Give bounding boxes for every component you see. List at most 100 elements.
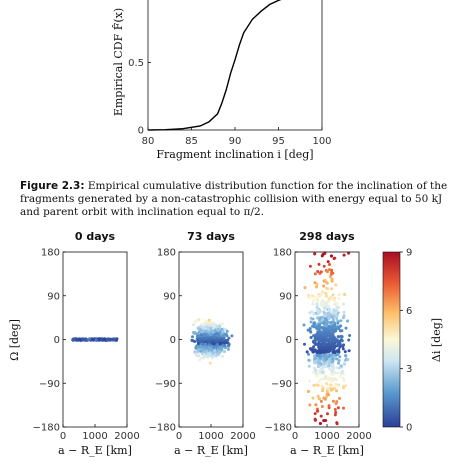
scatter-x-tick-label: 1000 (314, 431, 339, 442)
scatter-point (329, 383, 333, 387)
scatter-point (318, 422, 322, 425)
scatter-point (335, 389, 338, 393)
scatter-point (307, 293, 311, 297)
scatter-point (98, 338, 102, 342)
scatter-point (326, 343, 330, 346)
scatter-point (337, 335, 341, 339)
scatter-point (326, 387, 330, 390)
scatter-point (193, 350, 197, 354)
scatter-point (338, 339, 342, 343)
scatter-y-tick-label: 180 (157, 248, 176, 259)
scatter-point (216, 352, 220, 355)
cdf-y-tick-label: 0 (138, 126, 144, 137)
scatter-point (226, 347, 230, 351)
scatter-point (342, 253, 346, 257)
scatter-panel-title: 298 days (299, 230, 355, 243)
scatter-point (347, 251, 351, 255)
scatter-point (330, 277, 334, 281)
scatter-point (326, 260, 330, 264)
scatter-point (328, 378, 332, 382)
scatter-point (322, 313, 326, 317)
scatter-point (191, 335, 194, 339)
scatter-point (322, 284, 326, 288)
scatter-point (344, 384, 348, 388)
colorbar-tick-label: 9 (406, 248, 412, 259)
scatter-point (333, 377, 337, 381)
scatter-point (342, 406, 345, 410)
scatter-point (196, 326, 200, 330)
scatter-point (106, 338, 110, 342)
scatter-point (334, 411, 338, 414)
scatter-point (315, 337, 319, 341)
scatter-point (224, 341, 228, 344)
scatter-point (323, 317, 327, 321)
scatter-point (308, 403, 312, 407)
scatter-point (90, 337, 95, 341)
scatter-point (340, 335, 344, 339)
scatter-point (307, 358, 311, 362)
scatter-point (324, 350, 328, 354)
scatter-point (303, 286, 307, 290)
scatter-point (321, 342, 325, 345)
scatter-point (318, 330, 322, 334)
scatter-point (205, 329, 208, 333)
scatter-point (344, 326, 348, 330)
scatter-point (336, 371, 340, 375)
scatter-point (329, 334, 333, 338)
scatter-point (319, 399, 323, 403)
scatter-point (329, 387, 333, 391)
scatter-point (202, 353, 205, 357)
colorbar-label: Δi [deg] (430, 318, 443, 362)
scatter-x-tick-label: 1000 (198, 431, 223, 442)
scatter-point (348, 334, 352, 337)
scatter-point (324, 364, 328, 368)
cdf-x-tick-label: 90 (229, 136, 242, 147)
scatter-point (331, 357, 335, 361)
scatter-point (329, 322, 333, 326)
scatter-point (302, 323, 306, 327)
scatter-point (324, 324, 328, 328)
scatter-point (335, 422, 339, 426)
scatter-point (314, 368, 318, 372)
scatter-point (325, 356, 329, 360)
scatter-point (330, 363, 334, 367)
scatter-point (339, 371, 343, 375)
cdf-y-ticks: 00.51 (128, 0, 151, 137)
scatter-point (321, 317, 324, 321)
scatter-point (198, 337, 202, 341)
colorbar: 0 3 6 9 Δi [deg] (382, 248, 443, 434)
scatter-point (333, 256, 337, 260)
scatter-y-axis-label: Ω [deg] (8, 319, 21, 361)
scatter-point (200, 333, 204, 337)
scatter-point (207, 321, 211, 325)
scatter-point (318, 354, 322, 358)
scatter-point (311, 370, 315, 374)
scatter-y-tick-label: −180 (265, 423, 292, 434)
scatter-point (316, 383, 320, 387)
scatter-point (325, 334, 329, 338)
scatter-point (331, 372, 334, 376)
cdf-series-line (147, 0, 282, 131)
scatter-points (302, 251, 352, 426)
scatter-point (346, 358, 350, 362)
scatter-point (334, 337, 337, 341)
scatter-point (320, 335, 324, 339)
scatter-point (344, 354, 348, 357)
scatter-point (316, 297, 319, 301)
scatter-point (211, 330, 215, 334)
scatter-point (322, 331, 326, 335)
scatter-point (336, 321, 340, 325)
cdf-x-axis-label: Fragment inclination i [deg] (156, 148, 313, 161)
scatter-point (331, 399, 335, 403)
scatter-point (313, 281, 317, 285)
scatter-point (316, 333, 320, 337)
scatter-point (320, 321, 324, 325)
scatter-point (220, 354, 224, 358)
scatter-point (328, 331, 332, 335)
scatter-point (71, 337, 75, 341)
scatter-point (208, 353, 212, 357)
scatter-point (216, 332, 220, 336)
scatter-point (209, 323, 213, 327)
